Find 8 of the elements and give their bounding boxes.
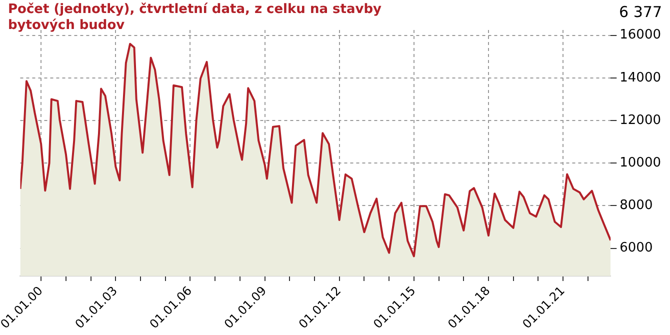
y-tick-label: 14000 xyxy=(620,70,662,86)
y-tick-label: 16000 xyxy=(620,28,662,43)
chart-title: Počet (jednotky), čtvrtletní data, z celku na stavby bytových budov xyxy=(8,2,382,34)
y-tick-label: 6000 xyxy=(620,240,653,256)
y-tick-label: 8000 xyxy=(620,198,653,214)
y-tick-label: 12000 xyxy=(620,112,662,128)
text: 6 377 xyxy=(619,3,662,21)
y-tick-label: 10000 xyxy=(620,156,662,171)
